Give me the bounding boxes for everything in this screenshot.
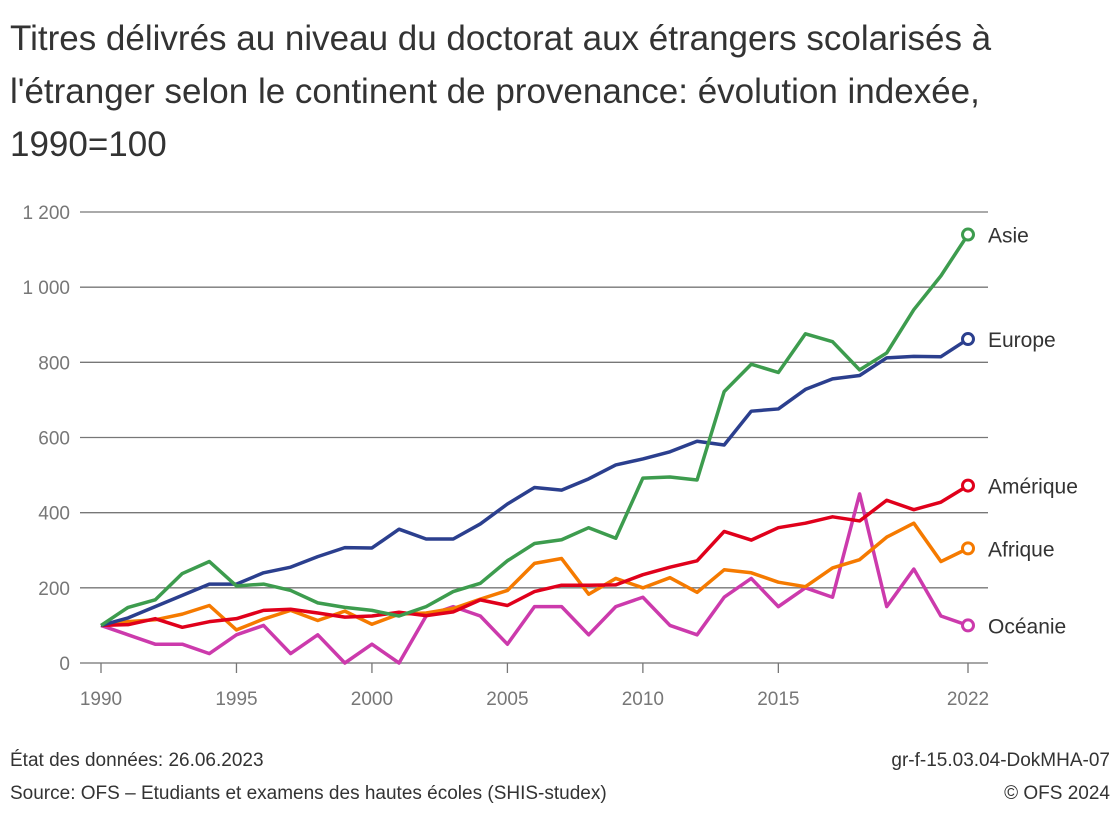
source: Source: OFS – Etudiants et examens des h… bbox=[10, 783, 607, 804]
series-line-europe bbox=[100, 337, 969, 628]
y-tick-label: 1 000 bbox=[22, 278, 70, 299]
series-label: Asie bbox=[988, 225, 1029, 248]
copyright: © OFS 2024 bbox=[1004, 783, 1110, 804]
series-line-amérique bbox=[100, 484, 969, 630]
data-state: État des données: 26.06.2023 bbox=[10, 750, 264, 771]
y-tick-label: 0 bbox=[59, 654, 70, 675]
x-tick-label: 2010 bbox=[622, 689, 664, 710]
end-point-marker bbox=[961, 227, 975, 242]
x-tick-label: 2015 bbox=[757, 689, 799, 710]
x-tick-label: 2022 bbox=[947, 689, 989, 710]
series-line-afrique bbox=[100, 521, 969, 632]
x-tick-label: 2005 bbox=[486, 689, 528, 710]
x-tick-label: 1990 bbox=[80, 689, 122, 710]
y-tick-label: 800 bbox=[38, 353, 70, 374]
series-label: Afrique bbox=[988, 538, 1055, 561]
y-tick-label: 1 200 bbox=[22, 203, 70, 224]
x-tick-label: 1995 bbox=[215, 689, 257, 710]
series-line-océanie bbox=[100, 492, 969, 665]
series-label: Amérique bbox=[988, 476, 1078, 499]
series-label: Océanie bbox=[988, 615, 1066, 638]
chart-code: gr-f-15.03.04-DokMHA-07 bbox=[891, 750, 1110, 771]
end-point-marker bbox=[961, 618, 975, 633]
end-point-marker bbox=[961, 332, 975, 347]
series-label: Europe bbox=[988, 329, 1056, 352]
series-line-asie bbox=[100, 233, 970, 627]
x-tick-label: 2000 bbox=[351, 689, 393, 710]
y-tick-label: 400 bbox=[38, 504, 70, 525]
y-tick-label: 600 bbox=[38, 429, 70, 450]
end-point-marker bbox=[961, 541, 975, 556]
chart-title: Titres délivrés au niveau du doctorat au… bbox=[10, 19, 992, 164]
end-point-marker bbox=[961, 478, 975, 493]
y-tick-label: 200 bbox=[38, 579, 70, 600]
